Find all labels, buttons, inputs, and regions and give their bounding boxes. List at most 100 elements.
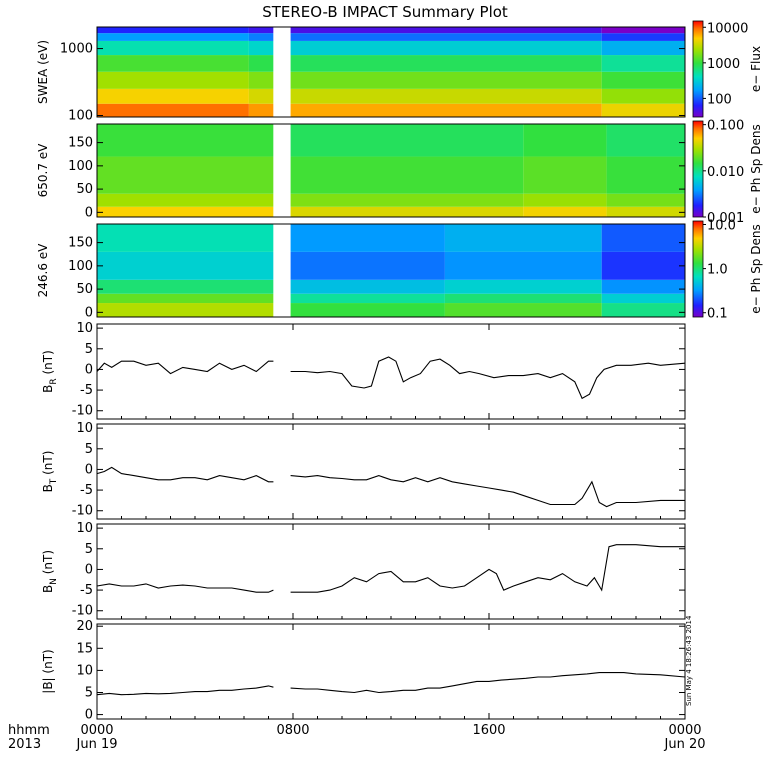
pad246-cell-0-2 bbox=[97, 279, 274, 294]
pad246-frame bbox=[96, 223, 686, 318]
pad246-cell-2-3 bbox=[444, 251, 602, 280]
swea-data-gap bbox=[273, 24, 291, 120]
bmag-ytick-label: 15 bbox=[76, 641, 93, 656]
bt-ylabel-main: B bbox=[41, 484, 55, 492]
pad246-cbar-title: e− Ph Sp Dens bbox=[749, 224, 763, 313]
swea-cell-1-6 bbox=[248, 27, 274, 34]
br-series-line-0 bbox=[96, 360, 274, 375]
bn-ytick-label: 5 bbox=[85, 542, 93, 557]
pad650-data-gap bbox=[273, 121, 291, 220]
br-frame bbox=[96, 323, 686, 420]
x-tick-sublabel: Jun 19 bbox=[76, 737, 118, 752]
bmag-ylabel: |B| (nT) bbox=[41, 649, 55, 693]
swea-cbar-label: 100 bbox=[707, 92, 732, 107]
bmag-ytick-label: 5 bbox=[85, 685, 93, 700]
bn-ytick-label: -10 bbox=[72, 604, 93, 619]
pad650-ytick-label: 100 bbox=[68, 159, 93, 174]
swea-cell-2-1 bbox=[290, 88, 602, 104]
swea-cell-0-5 bbox=[97, 33, 249, 41]
br-ylabel-unit: (nT) bbox=[41, 350, 55, 378]
pad246-cell-3-3 bbox=[601, 251, 685, 280]
pad650-cell-3-3 bbox=[606, 124, 685, 157]
x-tick-label: 0000 bbox=[80, 723, 113, 738]
swea-cell-1-3 bbox=[248, 55, 274, 72]
pad246-cell-1-0 bbox=[290, 303, 445, 317]
x-unit-label: hhmm bbox=[8, 723, 50, 738]
pad246-cell-3-4 bbox=[601, 224, 685, 252]
swea-cell-2-2 bbox=[290, 71, 602, 89]
bn-series-line-1 bbox=[290, 544, 685, 593]
pad650-cell-3-2 bbox=[606, 156, 685, 194]
pad650-cell-3-1 bbox=[606, 193, 685, 207]
swea-cell-3-0 bbox=[601, 103, 685, 117]
pad246-cell-2-2 bbox=[444, 279, 602, 294]
pad246-cell-0-3 bbox=[97, 251, 274, 280]
bt-series-line-0 bbox=[96, 466, 274, 483]
swea-cell-1-5 bbox=[248, 33, 274, 41]
pad650-cell-1-3 bbox=[290, 124, 524, 157]
pad246-cbar-label: 10.0 bbox=[707, 218, 736, 233]
swea-cbar-label: 10000 bbox=[707, 21, 748, 36]
pad650-ylabel: 650.7 eV bbox=[36, 143, 50, 198]
bmag-series-line-0 bbox=[96, 685, 274, 696]
pad246-ytick-label: 100 bbox=[68, 259, 93, 274]
bmag-ytick-label: 10 bbox=[76, 663, 93, 678]
pad650-cell-1-0 bbox=[290, 206, 524, 217]
swea-cell-3-6 bbox=[601, 27, 685, 34]
swea-ylabel: SWEA (eV) bbox=[36, 40, 50, 104]
x-tick-label: 1600 bbox=[472, 723, 505, 738]
bmag-ytick-label: 0 bbox=[85, 708, 93, 723]
pad650-cell-0-2 bbox=[97, 156, 274, 194]
pad246-cell-0-1 bbox=[97, 293, 274, 304]
pad246-cell-1-3 bbox=[290, 251, 445, 280]
swea-cell-3-2 bbox=[601, 71, 685, 89]
pad246-cell-2-4 bbox=[444, 224, 602, 252]
bt-ytick-label: 0 bbox=[85, 462, 93, 477]
pad650-cell-0-3 bbox=[97, 124, 274, 157]
x-tick-label: 0800 bbox=[276, 723, 309, 738]
pad246-colorbar bbox=[692, 220, 704, 318]
pad246-cell-3-0 bbox=[601, 303, 685, 317]
bt-ytick-label: 10 bbox=[76, 421, 93, 436]
swea-cell-3-3 bbox=[601, 55, 685, 72]
bmag-ytick-label: 20 bbox=[76, 619, 93, 634]
pad650-frame bbox=[96, 123, 686, 218]
swea-cell-0-3 bbox=[97, 55, 249, 72]
pad650-colorbar bbox=[692, 120, 704, 218]
swea-cell-1-0 bbox=[248, 103, 274, 117]
pad246-cell-0-0 bbox=[97, 303, 274, 317]
bn-ytick-label: -5 bbox=[80, 583, 93, 598]
swea-cell-2-4 bbox=[290, 40, 602, 56]
chart-title: STEREO-B IMPACT Summary Plot bbox=[262, 3, 508, 21]
swea-cell-2-5 bbox=[290, 33, 602, 41]
pad650-cbar-label: 0.001 bbox=[707, 211, 744, 226]
br-ytick-label: 10 bbox=[76, 321, 93, 336]
swea-cell-2-6 bbox=[290, 27, 602, 34]
pad246-ytick-label: 0 bbox=[85, 305, 93, 320]
pad650-cbar-title: e− Ph Sp Dens bbox=[749, 124, 763, 213]
pad246-cell-3-2 bbox=[601, 279, 685, 294]
pad650-cbar-label: 0.100 bbox=[707, 119, 744, 134]
pad650-cell-2-3 bbox=[523, 124, 607, 157]
bn-series-line-0 bbox=[96, 583, 274, 593]
pad246-cell-1-1 bbox=[290, 293, 445, 304]
swea-cell-0-2 bbox=[97, 71, 249, 89]
swea-cell-0-1 bbox=[97, 88, 249, 104]
swea-cell-3-4 bbox=[601, 40, 685, 56]
swea-cell-1-1 bbox=[248, 88, 274, 104]
bt-ytick-label: -10 bbox=[72, 504, 93, 519]
pad650-cell-0-0 bbox=[97, 206, 274, 217]
x-tick-label: 0000 bbox=[668, 723, 701, 738]
br-ytick-label: 5 bbox=[85, 342, 93, 357]
pad246-cell-2-0 bbox=[444, 303, 602, 317]
pad246-data-gap bbox=[273, 221, 291, 320]
pad650-cell-2-0 bbox=[523, 206, 607, 217]
bt-ylabel: BT (nT) bbox=[41, 451, 59, 493]
swea-colorbar bbox=[692, 20, 704, 118]
bt-series-line-1 bbox=[290, 475, 685, 508]
swea-cell-3-1 bbox=[601, 88, 685, 104]
swea-cbar-label: 1000 bbox=[707, 57, 740, 72]
pad650-ytick-label: 150 bbox=[68, 136, 93, 151]
swea-ytick-label: 100 bbox=[68, 109, 93, 124]
bt-ylabel-sub: T bbox=[49, 478, 59, 485]
